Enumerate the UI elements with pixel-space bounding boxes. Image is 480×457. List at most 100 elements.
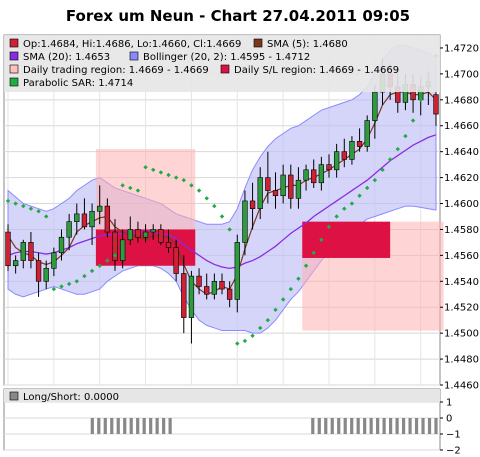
sar-point — [296, 276, 301, 281]
sar-point — [135, 188, 141, 193]
candle-body — [265, 177, 271, 191]
y-tick-label: 1.4500 — [444, 329, 479, 340]
candle-body — [165, 242, 172, 248]
sar-point — [410, 118, 416, 123]
candle-body — [28, 242, 34, 261]
candle-body — [150, 229, 156, 233]
long-short-bar — [103, 418, 107, 434]
candle-body — [181, 273, 187, 318]
candle-body — [326, 164, 332, 171]
candle-body — [43, 268, 49, 282]
y-tick-label: 1.4700 — [444, 69, 479, 80]
long-short-bar — [149, 418, 153, 434]
legend-swatch-ohlc — [9, 38, 19, 48]
candle-body — [135, 229, 141, 238]
candle-body — [5, 231, 11, 267]
candle-body — [12, 260, 19, 267]
long-short-bar — [97, 418, 101, 434]
long-short-bar — [162, 418, 166, 434]
candle-body — [356, 140, 363, 147]
sar-point — [143, 165, 148, 170]
long-short-bar — [421, 418, 425, 434]
candle-body — [127, 229, 133, 241]
sar-point — [112, 253, 118, 258]
y-tick-label: 1.4580 — [444, 225, 479, 236]
sar-point — [250, 333, 255, 338]
candle-body — [204, 286, 210, 295]
sar-point — [334, 214, 339, 219]
candle-body — [104, 205, 111, 233]
long-short-bar — [317, 418, 321, 434]
sar-point — [82, 273, 87, 279]
candle-body — [303, 169, 309, 181]
sar-point — [89, 268, 95, 274]
long-short-bar — [116, 418, 120, 434]
candle-body — [295, 179, 302, 199]
long-short-bar — [389, 418, 393, 434]
sar-point — [280, 297, 286, 302]
sar-point — [189, 183, 194, 188]
candle-body — [280, 174, 286, 197]
sar-point — [166, 172, 171, 178]
sar-point — [403, 133, 408, 139]
long-short-bar — [330, 418, 334, 434]
legend-label-sma20: SMA (20): 1.4653 — [23, 52, 110, 63]
candle-body — [257, 177, 263, 210]
sar-point — [303, 263, 309, 268]
sar-point — [273, 307, 278, 313]
legend-swatch-long-short — [9, 391, 19, 401]
candle-body — [20, 242, 26, 261]
sar-point — [372, 177, 378, 183]
sar-point — [418, 97, 423, 103]
sar-point — [342, 206, 347, 211]
long-short-bar — [136, 418, 140, 434]
candle-body — [66, 221, 72, 238]
long-short-bar — [168, 418, 172, 434]
candle-body — [364, 120, 370, 147]
candle-body — [196, 275, 202, 287]
sar-point — [21, 203, 26, 209]
y-axis: 1.4460 1.4480 1.4500 1.4520 1.4540 1.4560 1.45… — [440, 43, 479, 392]
sar-point — [97, 263, 102, 268]
long-short-bar — [382, 418, 386, 434]
chart-title: Forex um Neun - Chart 27.04.2011 09:05 — [66, 7, 410, 25]
candle-body — [226, 288, 233, 300]
sar-point — [5, 198, 11, 204]
long-short-bar — [129, 418, 133, 434]
y-tick-label: 1.4640 — [444, 147, 479, 158]
long-short-legend-box — [4, 389, 440, 402]
long-short-bar — [363, 418, 367, 434]
candle-body — [318, 164, 325, 184]
sar-point — [181, 177, 186, 183]
candle-body — [372, 91, 378, 121]
sar-point — [219, 214, 225, 219]
long-short-bar — [90, 418, 94, 434]
sar-point — [158, 170, 164, 175]
sar-point — [326, 224, 332, 230]
sar-point — [66, 281, 72, 287]
long-short-bar — [414, 418, 419, 434]
candle-body — [81, 213, 88, 228]
sar-point — [395, 146, 400, 152]
long-short-bar — [434, 418, 438, 434]
long-short-bar — [337, 418, 341, 434]
legend-swatch-sar — [9, 77, 19, 87]
sar-point — [365, 185, 370, 191]
long-short-bar — [110, 418, 114, 434]
sar-point — [212, 203, 217, 209]
legend-label-trading-region: Daily trading region: 1.4669 - 1.4669 — [23, 65, 209, 76]
long-short-y-axis: −2 −1 0 1 — [440, 398, 461, 457]
y-tick-label: 1.4460 — [444, 381, 479, 392]
y-tick-label: 1.4560 — [444, 251, 479, 262]
legend-swatch-trading-region — [9, 64, 19, 74]
long-short-bar — [369, 418, 373, 434]
sar-point — [28, 206, 34, 211]
legend-box — [4, 35, 440, 92]
candle-body — [234, 242, 240, 300]
sma20-line — [7, 134, 437, 269]
long-short-bar — [356, 418, 360, 434]
sar-point — [74, 279, 79, 284]
candle-body — [249, 200, 256, 210]
legend-swatch-bollinger — [129, 51, 139, 61]
y-tick-label: −1 — [446, 430, 461, 441]
